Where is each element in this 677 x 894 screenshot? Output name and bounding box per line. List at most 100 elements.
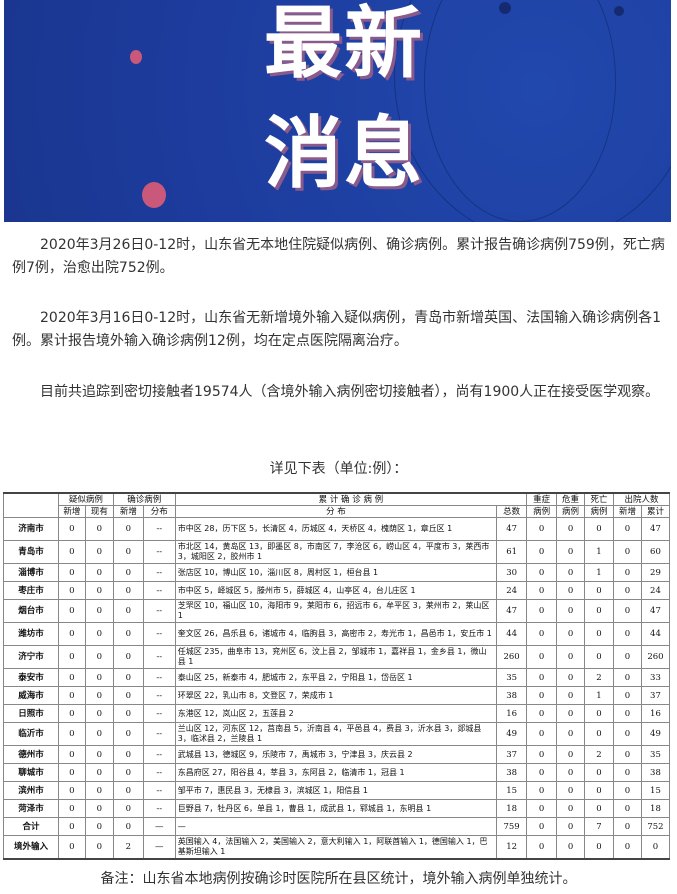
cell-city: 德州市 <box>3 745 59 764</box>
cell-severe: 0 <box>526 799 558 818</box>
header-confirmed: 确诊病例 <box>112 492 176 506</box>
cell-c-new: 0 <box>112 540 144 564</box>
cell-s-new: 0 <box>57 668 86 687</box>
cell-city: 青岛市 <box>3 540 59 564</box>
cell-s-cur: 0 <box>84 517 114 541</box>
cell-s-new: 0 <box>57 563 86 582</box>
header-suspected: 疑似病例 <box>57 492 114 506</box>
cell-s-cur: 0 <box>84 540 114 564</box>
cell-death: 0 <box>584 645 614 669</box>
cell-severe: 0 <box>526 622 558 646</box>
cell-death: 1 <box>584 563 614 582</box>
cell-critical: 0 <box>556 745 586 764</box>
cell-death: 7 <box>584 817 614 836</box>
cell-d-total: 35 <box>640 745 671 764</box>
banner-title-line2: 消息 <box>263 109 424 199</box>
cell-city: 滨州市 <box>3 781 59 800</box>
cell-c-new: 0 <box>112 722 144 746</box>
cell-c-dist: -- <box>142 517 176 541</box>
cell-d-new: 0 <box>612 668 642 687</box>
cell-death: 0 <box>584 722 614 746</box>
cell-death: 0 <box>584 763 614 782</box>
cell-severe: 0 <box>526 745 558 764</box>
cell-c-new: 0 <box>112 745 144 764</box>
cell-critical: 0 <box>556 668 586 687</box>
table-row: 合计 0 0 0— —759 0 0 7 0 752 <box>3 817 671 836</box>
cell-dist: 东昌府区 27，阳谷县 4，莘县 3，东阿县 2，临清市 1，冠县 1 <box>174 763 498 782</box>
cell-s-cur: 0 <box>84 835 114 860</box>
table-row: 日照市 0 0 0 -- 东港区 12，岚山区 2，五莲县 2 16 0 0 0 0 16 <box>3 704 671 723</box>
cell-dist: 市中区 28，历下区 5，长清区 4，历城区 4，天桥区 4，槐荫区 1，章丘区… <box>174 517 498 541</box>
header-death: 死亡 <box>584 492 614 506</box>
cell-total: 49 <box>496 722 528 746</box>
header-severe: 重症 <box>526 492 558 506</box>
cell-s-new: 0 <box>57 745 86 764</box>
cell-critical: 0 <box>556 599 586 623</box>
header-critical-cases: 病例 <box>556 505 586 518</box>
cell-total: 38 <box>496 686 528 705</box>
cell-dist: 芝罘区 10，福山区 10，海阳市 9，莱阳市 6，招远市 6，牟平区 3，莱州… <box>174 599 498 623</box>
paragraph-local-cases: 2020年3月26日0-12时，山东省无本地住院疑似病例、确诊病例。累计报告确诊… <box>12 237 665 276</box>
cell-s-cur: 0 <box>84 686 114 705</box>
cell-d-total: 0 <box>640 835 671 860</box>
cell-death: 0 <box>584 599 614 623</box>
decorative-dot <box>130 50 142 64</box>
cell-s-new: 0 <box>57 781 86 800</box>
cell-c-dist: -- <box>142 581 176 600</box>
cell-c-new: 0 <box>112 668 144 687</box>
cell-death: 0 <box>584 517 614 541</box>
cell-c-dist: — <box>142 817 176 836</box>
cell-critical: 0 <box>556 763 586 782</box>
cell-c-new: 0 <box>112 781 144 800</box>
cell-c-new: 2 <box>112 835 144 860</box>
cell-c-dist: -- <box>142 645 176 669</box>
cell-dist: 任城区 235，曲阜市 13，兖州区 6，汶上县 2，邹城市 1，嘉祥县 1，金… <box>174 645 498 669</box>
cell-s-cur: 0 <box>84 781 114 800</box>
cell-d-new: 0 <box>612 763 642 782</box>
header-confirmed-dist: 分布 <box>142 505 176 518</box>
cell-c-new: 0 <box>112 763 144 782</box>
cell-c-new: 0 <box>112 517 144 541</box>
cell-critical: 0 <box>556 581 586 600</box>
cell-c-new: 0 <box>112 622 144 646</box>
cell-severe: 0 <box>526 540 558 564</box>
cell-s-cur: 0 <box>84 763 114 782</box>
table-row: 枣庄市 0 0 0 -- 市中区 5，峄城区 5，滕州市 5，薛城区 4，山亭区 4，台儿… <box>3 581 671 600</box>
cell-s-new: 0 <box>57 622 86 646</box>
cell-severe: 0 <box>526 517 558 541</box>
cell-d-total: 24 <box>640 581 671 600</box>
cell-critical: 0 <box>556 835 586 860</box>
header-suspected-current: 现有 <box>84 505 114 518</box>
header-discharged-total: 累计 <box>640 505 671 518</box>
cell-s-new: 0 <box>57 645 86 669</box>
cell-dist: 兰山区 12，河东区 12，莒南县 5，沂南县 4，平邑县 4，费县 3，沂水县… <box>174 722 498 746</box>
cell-severe: 0 <box>526 781 558 800</box>
cell-city: 烟台市 <box>3 599 59 623</box>
cell-total: 47 <box>496 599 528 623</box>
table-caption: 详见下表（单位:例）： <box>269 461 408 477</box>
cell-s-new: 0 <box>57 817 86 836</box>
cell-dist: 邹平市 7，惠民县 3，无棣县 3，滨城区 1，阳信县 1 <box>174 781 498 800</box>
paragraph-close-contacts: 目前共追踪到密切接触者19574人（含境外输入病例密切接触者），尚有1900人正… <box>40 384 660 400</box>
cell-total: 16 <box>496 704 528 723</box>
table-row: 菏泽市 0 0 0 -- 巨野县 7，牡丹区 6，单县 1，曹县 1，成武县 1，郓城县 … <box>3 799 671 818</box>
cell-s-cur: 0 <box>84 704 114 723</box>
news-banner-image: 最新 消息 <box>4 0 671 222</box>
cell-s-cur: 0 <box>84 599 114 623</box>
cell-city: 淄博市 <box>3 563 59 582</box>
cell-city: 境外输入 <box>3 835 59 860</box>
cell-city: 日照市 <box>3 704 59 723</box>
table-row: 聊城市 0 0 0 -- 东昌府区 27，阳谷县 4，莘县 3，东阿县 2，临清市 1，冠… <box>3 763 671 782</box>
header-death-cases: 病例 <box>584 505 614 518</box>
decorative-dot <box>614 6 624 16</box>
cell-death: 0 <box>584 704 614 723</box>
cell-d-new: 0 <box>612 622 642 646</box>
cell-severe: 0 <box>526 563 558 582</box>
cell-d-total: 49 <box>640 722 671 746</box>
cell-d-new: 0 <box>612 581 642 600</box>
cell-c-dist: -- <box>142 599 176 623</box>
cell-death: 0 <box>584 781 614 800</box>
cell-d-new: 0 <box>612 799 642 818</box>
cell-c-new: 0 <box>112 645 144 669</box>
cell-s-cur: 0 <box>84 645 114 669</box>
